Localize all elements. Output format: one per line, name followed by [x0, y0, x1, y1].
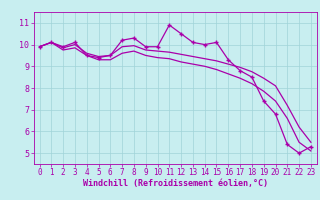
X-axis label: Windchill (Refroidissement éolien,°C): Windchill (Refroidissement éolien,°C): [83, 179, 268, 188]
